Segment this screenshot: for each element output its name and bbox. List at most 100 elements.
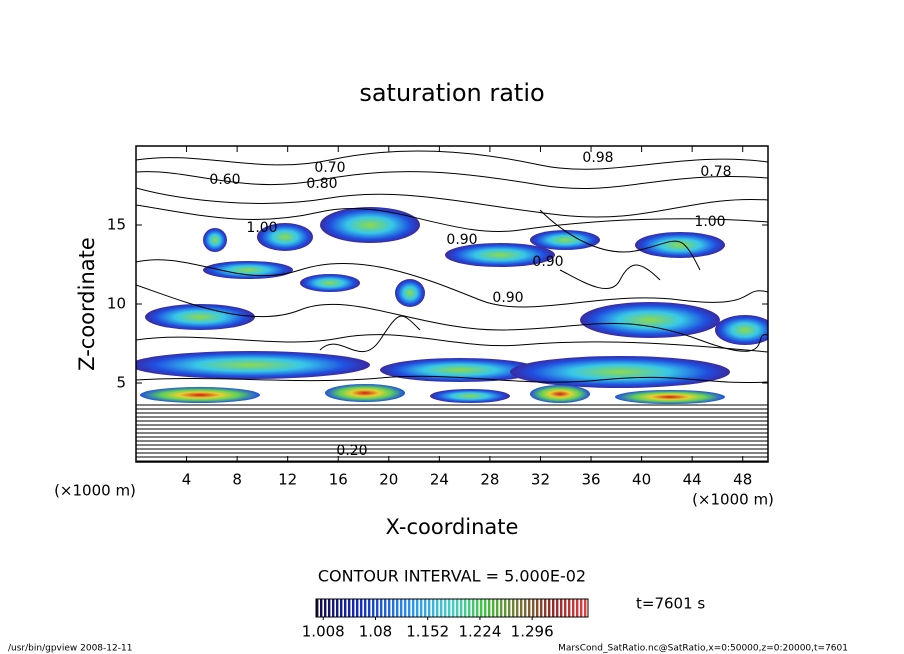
colorbar-swatch: [532, 599, 535, 617]
colorbar-swatch: [428, 599, 431, 617]
colorbar-swatch: [416, 599, 419, 617]
x-tick-label: 16: [329, 471, 348, 489]
colorbar-swatch: [368, 599, 371, 617]
colorbar-swatch: [384, 599, 387, 617]
colorbar-swatch: [396, 599, 399, 617]
colorbar-tick-label: 1.224: [458, 623, 501, 641]
colorbar-swatch: [524, 599, 527, 617]
footer-left: /usr/bin/gpview 2008-12-11: [8, 644, 132, 654]
contour-interval: CONTOUR INTERVAL = 5.000E-02: [318, 567, 586, 586]
colorbar-tick-label: 1.152: [406, 623, 449, 641]
colorbar-swatch: [508, 599, 511, 617]
colorbar-swatch: [484, 599, 487, 617]
colorbar-swatch: [516, 599, 519, 617]
y-tick-label: 10: [107, 295, 126, 313]
colorbar-swatch: [336, 599, 339, 617]
colorbar-tick-label: 1.08: [359, 623, 392, 641]
colorbar-swatch: [564, 599, 567, 617]
colorbar-swatch: [568, 599, 571, 617]
colorbar-swatch: [520, 599, 523, 617]
colorbar-swatch: [432, 599, 435, 617]
colorbar-swatch: [548, 599, 551, 617]
colorbar-swatch: [320, 599, 323, 617]
colorbar-swatch: [452, 599, 455, 617]
x-tick-label: 28: [480, 471, 499, 489]
colorbar-swatch: [544, 599, 547, 617]
x-tick-label: 48: [733, 471, 752, 489]
contour-label: 0.70: [314, 160, 345, 176]
field: [136, 150, 768, 462]
contour-label: 0.90: [532, 254, 563, 270]
colorbar-swatch: [352, 599, 355, 617]
y-tick-label: 15: [107, 216, 126, 234]
colorbar-swatch: [420, 599, 423, 617]
colorbar-swatch: [476, 599, 479, 617]
colorbar-swatch: [540, 599, 543, 617]
contour-label: 0.90: [492, 290, 523, 306]
chart-title: saturation ratio: [359, 79, 544, 107]
colorbar-swatch: [436, 599, 439, 617]
colorbar-swatch: [388, 599, 391, 617]
footer-right: MarsCond_SatRatio.nc@SatRatio,x=0:50000,…: [558, 644, 848, 654]
colorbar-swatch: [316, 599, 319, 617]
colorbar-swatch: [464, 599, 467, 617]
colorbar-swatch: [504, 599, 507, 617]
x-tick-label: 12: [278, 471, 297, 489]
contour-label: 0.98: [582, 150, 613, 166]
x-axis-label: X-coordinate: [386, 515, 519, 539]
colorbar-swatch: [472, 599, 475, 617]
colorbar-swatch: [496, 599, 499, 617]
contour-label: 1.00: [694, 214, 725, 230]
colorbar-swatch: [356, 599, 359, 617]
colorbar-swatch: [372, 599, 375, 617]
colorbar-swatch: [392, 599, 395, 617]
contour-label: 0.60: [209, 172, 240, 188]
x-tick-label: 4: [182, 471, 192, 489]
colorbar-tick-label: 1.008: [302, 623, 345, 641]
colorbar-swatch: [444, 599, 447, 617]
colorbar-swatch: [404, 599, 407, 617]
contour-label: 1.00: [246, 220, 277, 236]
colorbar-swatch: [492, 599, 495, 617]
colorbar-swatch: [364, 599, 367, 617]
colorbar-swatch: [468, 599, 471, 617]
colorbar-swatch: [576, 599, 579, 617]
colorbar-swatch: [584, 599, 587, 617]
colorbar-swatch: [488, 599, 491, 617]
contour-label: 0.78: [700, 164, 731, 180]
x-tick-label: 20: [379, 471, 398, 489]
contour-label: 0.20: [336, 443, 367, 459]
colorbar-swatch: [376, 599, 379, 617]
x-tick-label: 24: [430, 471, 449, 489]
contour-label: 0.90: [446, 232, 477, 248]
colorbar-swatch: [328, 599, 331, 617]
contour-label: 0.80: [306, 176, 337, 192]
colorbar-swatch: [480, 599, 483, 617]
colorbar-swatch: [456, 599, 459, 617]
colorbar-swatch: [412, 599, 415, 617]
colorbar-swatch: [572, 599, 575, 617]
colorbar-swatch: [500, 599, 503, 617]
colorbar-swatch: [400, 599, 403, 617]
colorbar-swatch: [440, 599, 443, 617]
colorbar-swatch: [528, 599, 531, 617]
colorbar-swatch: [552, 599, 555, 617]
x-tick-label: 8: [232, 471, 242, 489]
colorbar-swatch: [324, 599, 327, 617]
colorbar-frame: [315, 598, 589, 618]
colorbar-swatch: [360, 599, 363, 617]
colorbar-swatch: [424, 599, 427, 617]
colorbar-swatch: [460, 599, 463, 617]
colorbar-tick-label: 1.296: [511, 623, 554, 641]
colorbar-swatch: [380, 599, 383, 617]
colorbar-swatch: [512, 599, 515, 617]
y-unit-label: (×1000 m): [54, 482, 136, 500]
colorbar-swatch: [560, 599, 563, 617]
colorbar-swatch: [340, 599, 343, 617]
colorbar-swatch: [580, 599, 583, 617]
colorbar-swatch: [348, 599, 351, 617]
colorbar-swatch: [536, 599, 539, 617]
x-tick-label: 32: [531, 471, 550, 489]
x-tick-label: 40: [632, 471, 651, 489]
